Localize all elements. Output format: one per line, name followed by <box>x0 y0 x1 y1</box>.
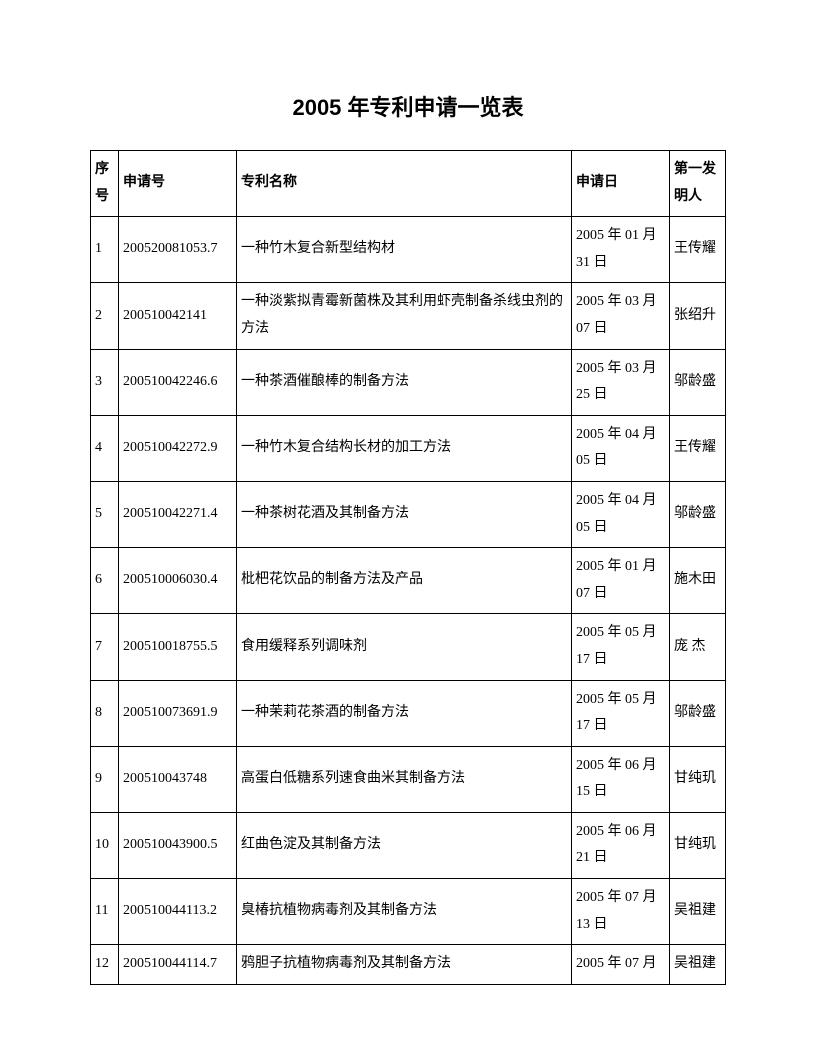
cell-seq: 2 <box>91 283 119 349</box>
cell-appnum: 200510042271.4 <box>119 481 237 547</box>
table-row: 6200510006030.4枇杷花饮品的制备方法及产品2005 年 01 月 … <box>91 548 726 614</box>
table-row: 12200510044114.7鸦胆子抗植物病毒剂及其制备方法2005 年 07… <box>91 945 726 985</box>
cell-date: 2005 年 01 月 31 日 <box>572 217 670 283</box>
table-row: 2200510042141一种淡紫拟青霉新菌株及其利用虾壳制备杀线虫剂的方法20… <box>91 283 726 349</box>
cell-appnum: 200510042246.6 <box>119 349 237 415</box>
cell-inventor: 邬龄盛 <box>670 481 726 547</box>
cell-name: 鸦胆子抗植物病毒剂及其制备方法 <box>237 945 572 985</box>
cell-seq: 10 <box>91 812 119 878</box>
cell-seq: 12 <box>91 945 119 985</box>
cell-name: 一种竹木复合新型结构材 <box>237 217 572 283</box>
table-row: 1200520081053.7一种竹木复合新型结构材2005 年 01 月 31… <box>91 217 726 283</box>
cell-name: 一种竹木复合结构长材的加工方法 <box>237 415 572 481</box>
cell-name: 食用缓释系列调味剂 <box>237 614 572 680</box>
cell-inventor: 邬龄盛 <box>670 349 726 415</box>
cell-name: 红曲色淀及其制备方法 <box>237 812 572 878</box>
cell-date: 2005 年 03 月 25 日 <box>572 349 670 415</box>
cell-appnum: 200520081053.7 <box>119 217 237 283</box>
cell-seq: 6 <box>91 548 119 614</box>
cell-appnum: 200510043900.5 <box>119 812 237 878</box>
col-appnum-header: 申请号 <box>119 151 237 217</box>
cell-appnum: 200510044114.7 <box>119 945 237 985</box>
cell-date: 2005 年 06 月 15 日 <box>572 746 670 812</box>
cell-name: 枇杷花饮品的制备方法及产品 <box>237 548 572 614</box>
table-row: 8200510073691.9一种茉莉花茶酒的制备方法2005 年 05 月 1… <box>91 680 726 746</box>
cell-inventor: 王传耀 <box>670 415 726 481</box>
cell-seq: 8 <box>91 680 119 746</box>
patent-table: 序号 申请号 专利名称 申请日 第一发明人 1200520081053.7一种竹… <box>90 150 726 985</box>
cell-appnum: 200510042141 <box>119 283 237 349</box>
cell-seq: 1 <box>91 217 119 283</box>
cell-date: 2005 年 05 月 17 日 <box>572 680 670 746</box>
cell-inventor: 庞 杰 <box>670 614 726 680</box>
table-row: 5200510042271.4一种茶树花酒及其制备方法2005 年 04 月 0… <box>91 481 726 547</box>
document-page: 2005 年专利申请一览表 序号 申请号 专利名称 申请日 第一发明人 1200… <box>0 0 816 985</box>
cell-date: 2005 年 07 月 <box>572 945 670 985</box>
cell-appnum: 200510042272.9 <box>119 415 237 481</box>
cell-seq: 3 <box>91 349 119 415</box>
col-patentname-header: 专利名称 <box>237 151 572 217</box>
cell-name: 臭椿抗植物病毒剂及其制备方法 <box>237 879 572 945</box>
table-row: 4200510042272.9一种竹木复合结构长材的加工方法2005 年 04 … <box>91 415 726 481</box>
page-title: 2005 年专利申请一览表 <box>90 90 726 122</box>
cell-date: 2005 年 04 月 05 日 <box>572 415 670 481</box>
table-body: 1200520081053.7一种竹木复合新型结构材2005 年 01 月 31… <box>91 217 726 985</box>
cell-inventor: 甘纯玑 <box>670 812 726 878</box>
cell-date: 2005 年 06 月 21 日 <box>572 812 670 878</box>
table-row: 9200510043748高蛋白低糖系列速食曲米其制备方法2005 年 06 月… <box>91 746 726 812</box>
table-row: 7200510018755.5食用缓释系列调味剂2005 年 05 月 17 日… <box>91 614 726 680</box>
cell-name: 一种淡紫拟青霉新菌株及其利用虾壳制备杀线虫剂的方法 <box>237 283 572 349</box>
cell-seq: 11 <box>91 879 119 945</box>
cell-name: 一种茶树花酒及其制备方法 <box>237 481 572 547</box>
col-seq-header: 序号 <box>91 151 119 217</box>
cell-inventor: 施木田 <box>670 548 726 614</box>
cell-appnum: 200510044113.2 <box>119 879 237 945</box>
cell-date: 2005 年 07 月 13 日 <box>572 879 670 945</box>
table-row: 3200510042246.6一种茶酒催酿棒的制备方法2005 年 03 月 2… <box>91 349 726 415</box>
cell-date: 2005 年 04 月 05 日 <box>572 481 670 547</box>
cell-inventor: 张绍升 <box>670 283 726 349</box>
cell-seq: 9 <box>91 746 119 812</box>
cell-name: 高蛋白低糖系列速食曲米其制备方法 <box>237 746 572 812</box>
cell-seq: 7 <box>91 614 119 680</box>
cell-seq: 4 <box>91 415 119 481</box>
table-header-row: 序号 申请号 专利名称 申请日 第一发明人 <box>91 151 726 217</box>
cell-appnum: 200510006030.4 <box>119 548 237 614</box>
col-date-header: 申请日 <box>572 151 670 217</box>
cell-inventor: 王传耀 <box>670 217 726 283</box>
cell-date: 2005 年 01 月 07 日 <box>572 548 670 614</box>
cell-inventor: 甘纯玑 <box>670 746 726 812</box>
cell-appnum: 200510018755.5 <box>119 614 237 680</box>
table-row: 10200510043900.5红曲色淀及其制备方法2005 年 06 月 21… <box>91 812 726 878</box>
cell-date: 2005 年 03 月 07 日 <box>572 283 670 349</box>
cell-date: 2005 年 05 月 17 日 <box>572 614 670 680</box>
cell-name: 一种茉莉花茶酒的制备方法 <box>237 680 572 746</box>
cell-inventor: 吴祖建 <box>670 879 726 945</box>
cell-appnum: 200510043748 <box>119 746 237 812</box>
cell-name: 一种茶酒催酿棒的制备方法 <box>237 349 572 415</box>
cell-seq: 5 <box>91 481 119 547</box>
cell-inventor: 吴祖建 <box>670 945 726 985</box>
table-row: 11200510044113.2臭椿抗植物病毒剂及其制备方法2005 年 07 … <box>91 879 726 945</box>
cell-appnum: 200510073691.9 <box>119 680 237 746</box>
cell-inventor: 邬龄盛 <box>670 680 726 746</box>
col-inventor-header: 第一发明人 <box>670 151 726 217</box>
